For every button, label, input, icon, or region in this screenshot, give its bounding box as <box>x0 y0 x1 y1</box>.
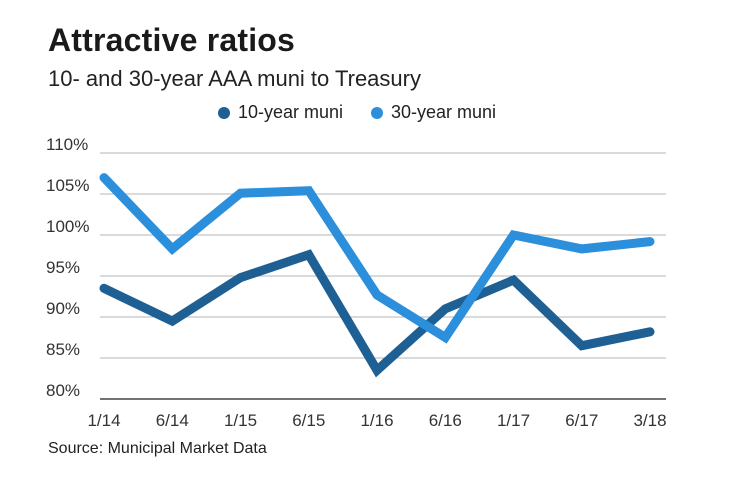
source-note: Source: Municipal Market Data <box>48 440 267 457</box>
x-tick-label: 1/16 <box>360 411 393 430</box>
x-tick-label: 6/15 <box>292 411 325 430</box>
y-tick-label: 80% <box>46 381 80 400</box>
x-tick-label: 6/14 <box>156 411 189 430</box>
chart-subtitle: 10- and 30-year AAA muni to Treasury <box>48 66 421 91</box>
x-tick-label: 6/16 <box>429 411 462 430</box>
chart-title: Attractive ratios <box>48 22 296 58</box>
legend-swatch-30-year <box>371 106 383 119</box>
y-tick-label: 90% <box>46 299 80 318</box>
x-tick-label: 3/18 <box>633 411 666 430</box>
series-line-10-year <box>99 249 655 378</box>
y-tick-label: 95% <box>46 258 80 277</box>
legend-label-10-year: 10-year muni <box>238 102 344 122</box>
legend-label-30-year: 30-year muni <box>391 102 497 122</box>
x-tick-label: 6/17 <box>565 411 598 430</box>
x-tick-label: 1/17 <box>497 411 530 430</box>
x-tick-label: 1/15 <box>224 411 257 430</box>
legend-swatch-10-year <box>218 106 230 119</box>
y-tick-label: 105% <box>46 176 89 195</box>
y-tick-label: 85% <box>46 340 80 359</box>
chart-legend: 10-year muni 30-year muni <box>0 102 740 126</box>
legend-item-30-year: 30-year muni <box>371 102 496 123</box>
y-tick-label: 110% <box>46 135 88 154</box>
series-line-30-year <box>99 173 655 344</box>
x-tick-label: 1/14 <box>87 411 120 430</box>
legend-item-10-year: 10-year muni <box>218 102 343 123</box>
y-tick-label: 100% <box>46 217 89 236</box>
